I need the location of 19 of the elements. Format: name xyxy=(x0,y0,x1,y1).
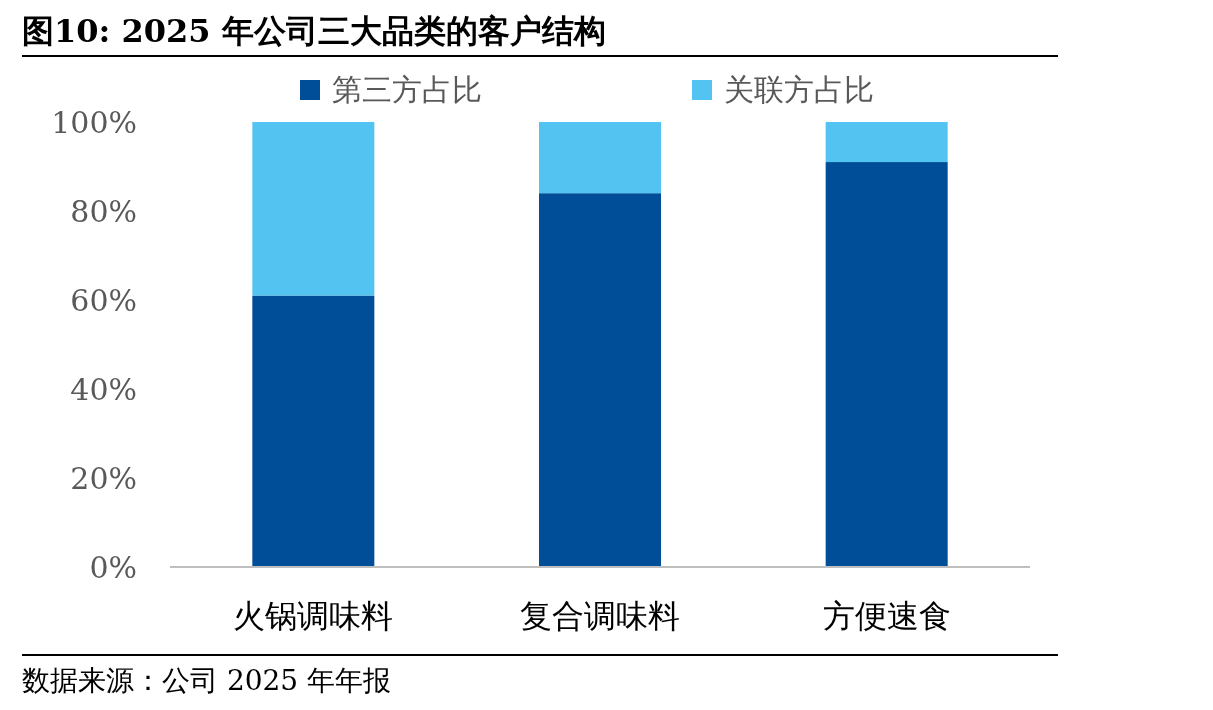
bar xyxy=(825,122,948,163)
bar xyxy=(252,295,375,567)
y-tick-label: 0% xyxy=(89,550,137,585)
bar xyxy=(825,162,948,567)
y-tick-label: 60% xyxy=(70,283,137,318)
bar xyxy=(539,193,661,567)
source-note: 数据来源：公司 2025 年年报 xyxy=(22,664,392,697)
y-tick-label: 100% xyxy=(51,105,137,140)
x-tick-label: 方便速食 xyxy=(822,597,951,635)
x-tick-label: 火锅调味料 xyxy=(233,597,394,635)
y-tick-label: 40% xyxy=(70,372,137,407)
y-tick-label: 20% xyxy=(70,461,137,496)
bar xyxy=(539,122,661,194)
x-tick-label: 复合调味料 xyxy=(520,597,680,635)
legend-label: 第三方占比 xyxy=(332,72,482,107)
bar xyxy=(252,122,375,296)
chart-title: 图10: 2025 年公司三大品类的客户结构 xyxy=(22,12,606,50)
y-tick-label: 80% xyxy=(70,194,137,229)
legend-label: 关联方占比 xyxy=(724,72,874,107)
